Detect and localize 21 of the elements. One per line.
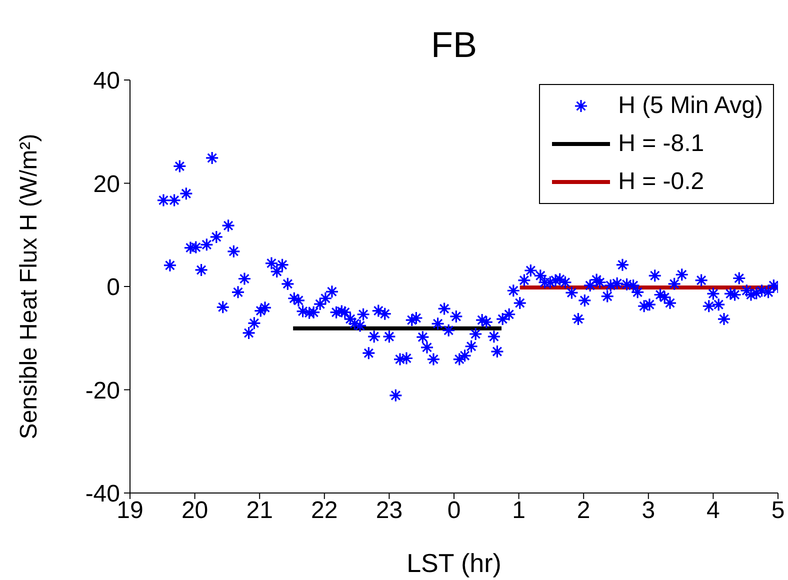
x-tick-label: 22: [311, 497, 338, 524]
legend-label: H = -0.2: [618, 168, 704, 196]
x-tick-label: 4: [706, 497, 720, 524]
y-tick-label: 40: [93, 68, 120, 95]
legend-label: H = -8.1: [618, 130, 704, 158]
y-axis-title: Sensible Heat Flux H (W/m²): [16, 134, 43, 440]
y-tick-label: -40: [85, 480, 120, 508]
x-tick-label: 23: [376, 497, 403, 524]
y-tick-label: -20: [85, 377, 120, 404]
x-tick-label: 2: [576, 497, 590, 524]
x-tick-label: 1: [512, 497, 526, 524]
x-tick-label: 20: [181, 497, 208, 524]
chart-title: FB: [430, 24, 478, 66]
x-tick-label: 5: [771, 497, 785, 524]
legend-label: H (5 Min Avg): [618, 92, 763, 120]
y-tick-label: 20: [93, 170, 120, 198]
y-tick-label: 0: [106, 274, 120, 302]
x-tick-label: 0: [447, 497, 461, 524]
x-tick-label: 3: [642, 497, 656, 524]
x-axis-title: LST (hr): [406, 548, 502, 578]
x-tick-label: 21: [246, 497, 273, 524]
